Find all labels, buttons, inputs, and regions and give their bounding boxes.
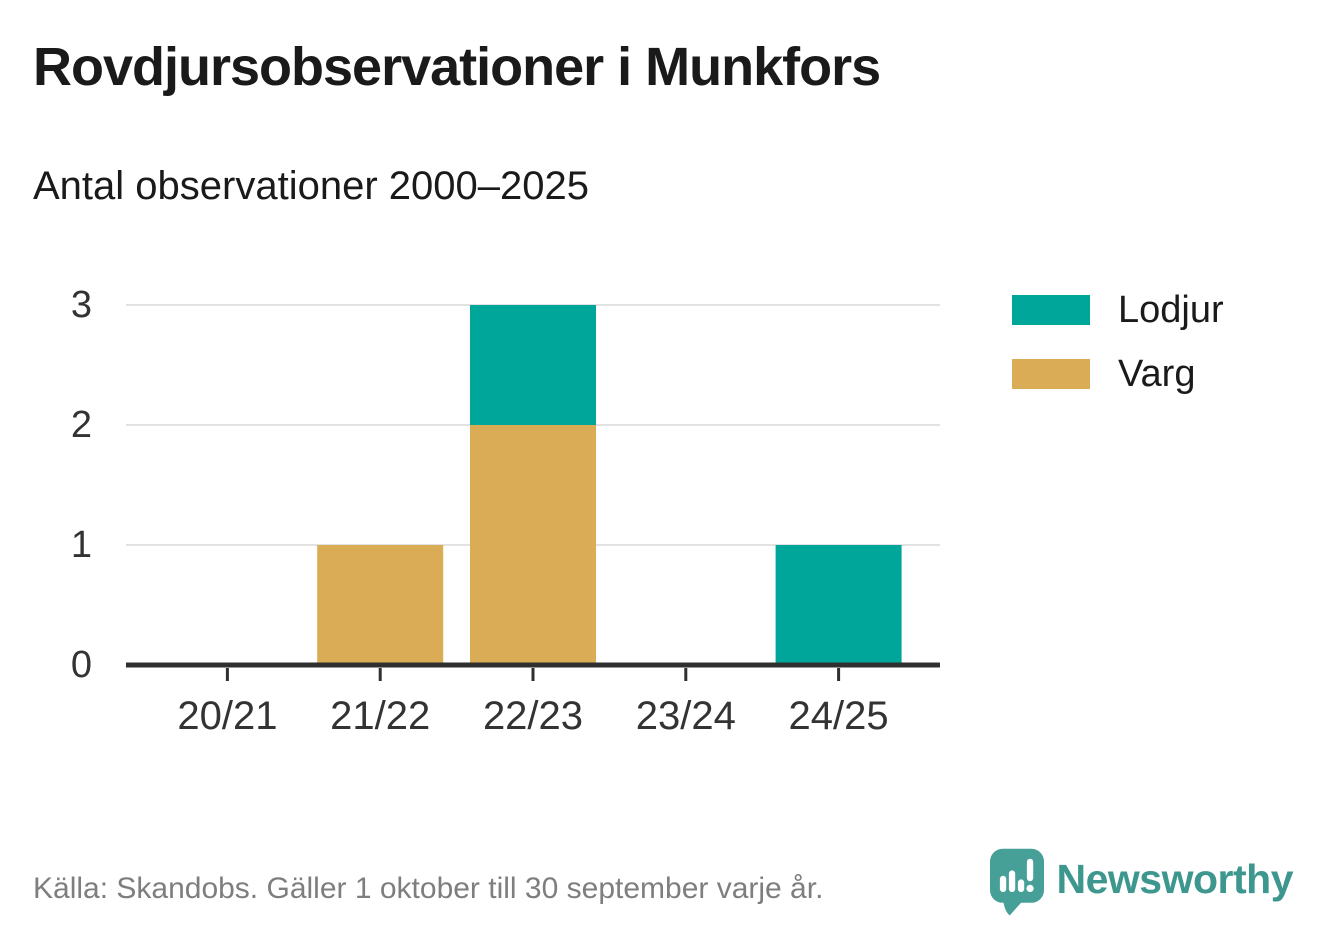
y-tick-label: 3 [71, 284, 92, 326]
source-note: Källa: Skandobs. Gäller 1 oktober till 3… [33, 872, 824, 905]
bar-chart: 0 1 2 3 20/21 21/22 22/23 23/24 24/25 [71, 284, 940, 738]
y-tick-label: 1 [71, 524, 92, 566]
x-tick-label: 23/24 [636, 694, 736, 738]
y-tick-label: 2 [71, 404, 92, 446]
logo-exclamation-bar [1026, 858, 1033, 882]
x-tick-label: 24/25 [789, 694, 889, 738]
bar-segment-varg [470, 425, 596, 665]
brand-name: Newsworthy [1056, 855, 1294, 902]
logo-exclamation-dot [1025, 884, 1034, 892]
bar-segment-lodjur [470, 305, 596, 425]
logo-bubble-tail [1002, 897, 1024, 916]
legend-label: Varg [1118, 353, 1196, 395]
legend-item-varg: Varg [1012, 355, 1224, 393]
brand-logo: Newsworthy [989, 845, 1294, 921]
bar-segment-varg [317, 545, 444, 665]
legend-item-lodjur: Lodjur [1012, 291, 1224, 329]
legend-swatch-varg [1012, 359, 1090, 389]
logo-bar-2 [1008, 870, 1015, 892]
page-subtitle: Antal observationer 2000–2025 [33, 164, 589, 208]
legend-swatch-lodjur [1012, 295, 1090, 325]
newsworthy-logo-icon [989, 848, 1044, 916]
bar-segment-lodjur [775, 545, 902, 665]
x-tick-label: 21/22 [330, 694, 430, 738]
logo-bar-1 [999, 875, 1006, 892]
chart-legend: Lodjur Varg [1012, 291, 1224, 393]
x-tick-label: 22/23 [483, 694, 583, 738]
x-tick-label: 20/21 [177, 694, 277, 738]
logo-bubble-shape [989, 848, 1044, 903]
page-title: Rovdjursobservationer i Munkfors [33, 37, 881, 97]
y-tick-label: 0 [71, 644, 92, 686]
legend-label: Lodjur [1118, 289, 1224, 331]
logo-bar-3 [1017, 879, 1024, 892]
